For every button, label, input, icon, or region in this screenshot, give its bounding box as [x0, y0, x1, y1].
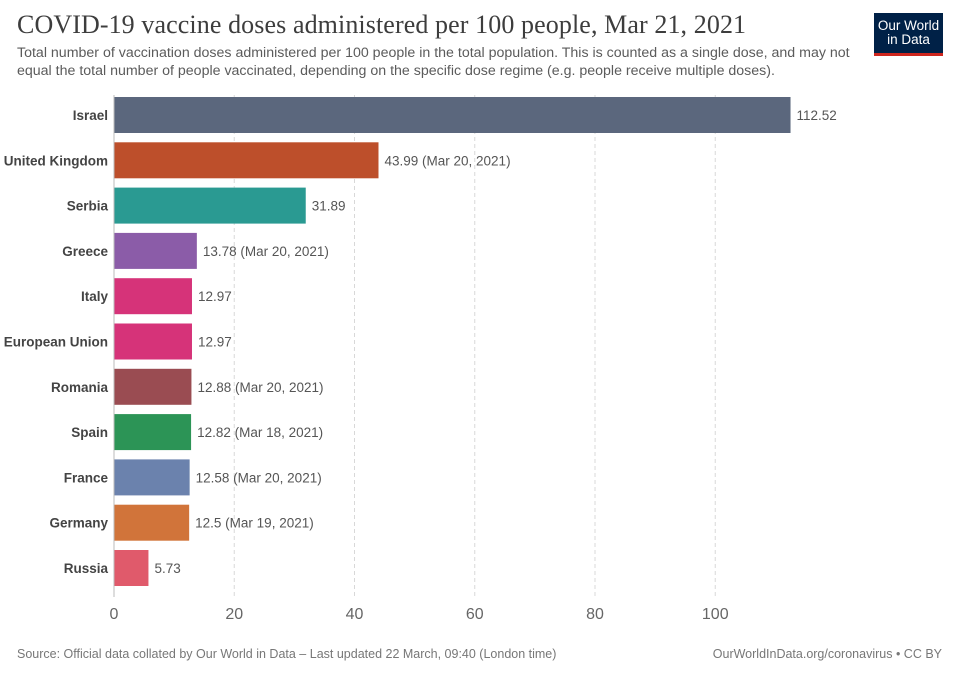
bar	[114, 368, 192, 405]
category-label: Greece	[62, 244, 108, 259]
value-label: 31.89	[312, 199, 346, 214]
x-tick-label: 0	[110, 606, 119, 623]
x-tick-label: 60	[466, 606, 484, 623]
bar	[114, 504, 190, 541]
value-label: 13.78 (Mar 20, 2021)	[203, 244, 329, 259]
category-label: Russia	[64, 561, 109, 576]
logo-line-2: in Data	[887, 32, 930, 47]
logo-line-1: Our World	[877, 18, 940, 33]
category-label: France	[64, 470, 109, 485]
value-label: 12.88 (Mar 20, 2021)	[197, 380, 323, 395]
category-label: Germany	[49, 516, 108, 531]
category-label: Spain	[71, 425, 108, 440]
value-label: 12.97	[198, 289, 232, 304]
category-label: Serbia	[67, 199, 109, 214]
value-label: 12.97	[198, 335, 232, 350]
value-label: 12.5 (Mar 19, 2021)	[195, 516, 314, 531]
category-label: European Union	[4, 335, 108, 350]
chart-subtitle: Total number of vaccination doses admini…	[17, 45, 850, 79]
value-label: 112.52	[797, 108, 837, 123]
x-tick-label: 100	[702, 606, 729, 623]
source-note: Source: Official data collated by Our Wo…	[17, 647, 557, 661]
value-label: 5.73	[154, 561, 180, 576]
bar	[114, 97, 791, 133]
value-label: 12.82 (Mar 18, 2021)	[197, 425, 323, 440]
bar	[114, 187, 306, 224]
bar	[114, 278, 192, 315]
category-label: United Kingdom	[4, 153, 108, 168]
bar	[114, 550, 149, 586]
x-tick-label: 40	[346, 606, 364, 623]
chart-title: COVID-19 vaccine doses administered per …	[17, 10, 747, 39]
category-label: Israel	[73, 108, 108, 123]
bar	[114, 414, 192, 451]
bar-chart: Israel 112.52 United Kingdom 43.99 (Mar 20,…	[4, 95, 837, 623]
owid-logo[interactable]: Our World in Data	[874, 13, 943, 56]
bar	[114, 142, 379, 179]
bar	[114, 232, 197, 269]
category-label: Italy	[81, 289, 109, 304]
category-label: Romania	[51, 380, 109, 395]
value-label: 43.99 (Mar 20, 2021)	[384, 153, 510, 168]
license-link[interactable]: OurWorldInData.org/coronavirus • CC BY	[712, 647, 942, 661]
x-tick-label: 80	[586, 606, 604, 623]
value-label: 12.58 (Mar 20, 2021)	[196, 470, 322, 485]
x-tick-label: 20	[225, 606, 243, 623]
bar	[114, 323, 192, 360]
bar	[114, 459, 190, 496]
